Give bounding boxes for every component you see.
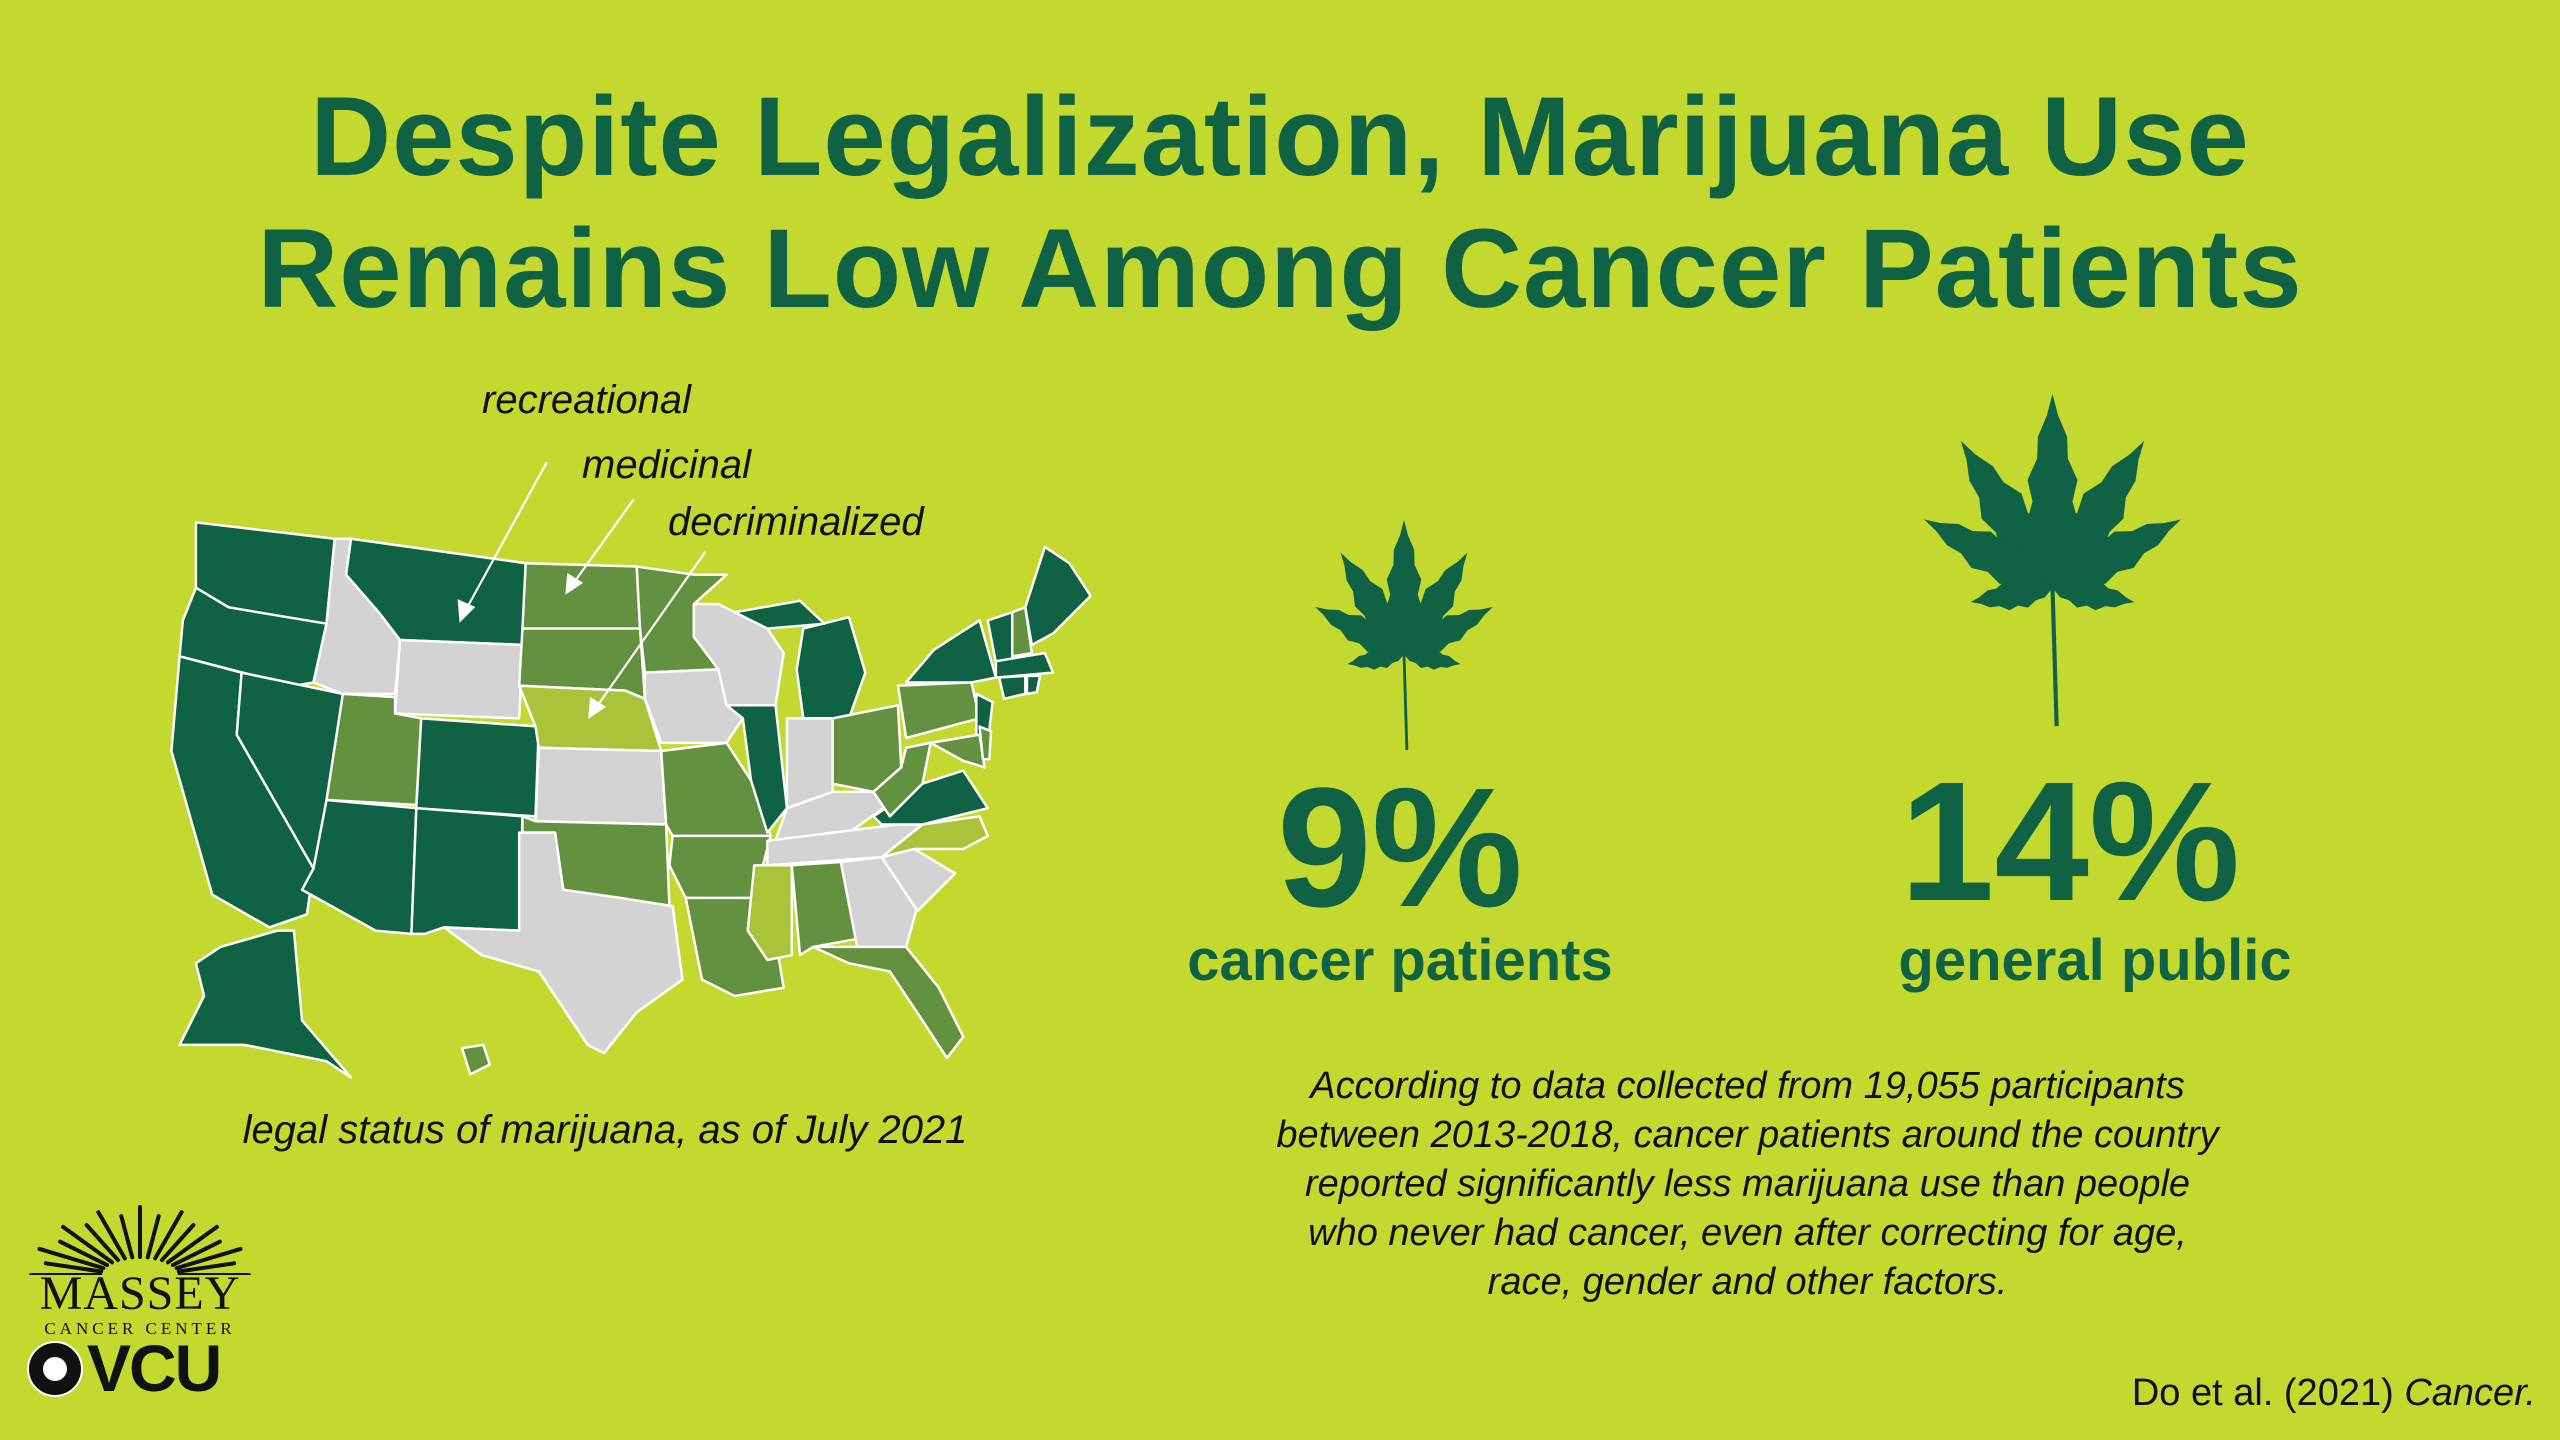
state-ks: [534, 746, 668, 826]
decriminalized-arrow: [593, 551, 707, 711]
logo-vcu: VCU: [87, 1331, 222, 1405]
state-tx: [442, 831, 684, 1055]
state-vt: [986, 611, 1014, 665]
legend-medicinal: medicinal: [582, 443, 751, 487]
sunburst-ray: [153, 1210, 184, 1261]
leaflet: [1347, 647, 1404, 670]
massey-vcu-logo: MASSEY CANCER CENTER VCU: [25, 1205, 255, 1415]
state-al: [790, 860, 859, 957]
sunburst-ray: [119, 1214, 135, 1260]
state-il: [725, 704, 789, 834]
state-ga: [839, 855, 919, 949]
stat-general-public-label: general public: [1898, 928, 2292, 993]
state-wy: [393, 638, 524, 720]
medicinal-arrow: [570, 498, 635, 587]
state-or: [178, 586, 328, 687]
state-me: [1024, 545, 1092, 647]
sunburst-ray: [96, 1210, 127, 1261]
citation-authors: Do et al. (2021): [2131, 1372, 2405, 1414]
logo-cancer-center: CANCER CENTER: [44, 1319, 236, 1338]
medicinal-arrowhead: [565, 572, 584, 595]
stat-general-public-value: 14%: [1899, 747, 2241, 937]
sunburst-ray: [61, 1224, 114, 1265]
leaf-stem: [1402, 654, 1409, 751]
sunburst-ray: [176, 1261, 237, 1274]
state-ne: [517, 684, 663, 753]
sunburst-icon: [29, 1205, 251, 1275]
description-line: race, gender and other factors.: [1487, 1261, 2008, 1303]
cannabis-leaf-icon: [1315, 520, 1493, 751]
leaflet: [1960, 440, 2054, 588]
leaflet: [2052, 577, 2135, 611]
sunburst-ray: [145, 1214, 161, 1260]
state-ms: [746, 864, 794, 962]
state-hi: [460, 1043, 492, 1076]
state-co: [415, 717, 540, 818]
state-nm: [410, 806, 524, 936]
decriminalized-arrowhead: [588, 696, 607, 719]
leaflet: [2051, 440, 2145, 588]
legend-decriminalized: decriminalized: [668, 500, 924, 544]
sunburst-ray: [58, 1239, 110, 1267]
recreational-arrow: [462, 461, 548, 615]
state-md: [929, 733, 986, 769]
state-ma: [994, 651, 1055, 679]
leaflet: [1404, 606, 1493, 656]
cannabis-leaf-icon: [1924, 393, 2181, 727]
citation: Do et al. (2021) Cancer.: [2132, 1372, 2536, 1415]
sunburst-ray: [37, 1246, 106, 1271]
leaflet: [1404, 647, 1461, 670]
state-pa: [896, 681, 981, 740]
state-ct: [997, 674, 1027, 700]
vcu-seal-icon: [27, 1341, 83, 1397]
leaflet: [1924, 519, 2053, 591]
sunburst-ray: [170, 1239, 222, 1267]
stat-cancer-patients-label: cancer patients: [1187, 928, 1613, 993]
leaflet: [1403, 552, 1468, 655]
leaflet: [1315, 606, 1404, 656]
sunburst-ray: [84, 1223, 120, 1263]
leaflet: [1970, 577, 2053, 611]
sunburst-ray: [160, 1223, 196, 1263]
legend-recreational: recreational: [482, 378, 692, 422]
description-line: According to data collected from 19,055 …: [1310, 1065, 2185, 1107]
citation-journal: Cancer.: [2404, 1372, 2536, 1414]
title-line-1: Despite Legalization, Marijuana Use: [310, 74, 2250, 199]
state-mi: [733, 599, 826, 630]
sunburst-ray: [43, 1261, 104, 1274]
leaflet: [1340, 552, 1405, 655]
logo-massey: MASSEY: [39, 1267, 241, 1320]
map-caption: legal status of marijuana, as of July 20…: [242, 1108, 968, 1152]
state-de: [978, 725, 993, 761]
state-ak: [178, 929, 353, 1079]
description-line: reported significantly less marijuana us…: [1304, 1163, 2191, 1205]
title-line-2: Remains Low Among Cancer Patients: [257, 206, 2303, 331]
state-ny: [904, 619, 998, 684]
state-fl: [811, 945, 965, 1060]
sunburst-ray: [174, 1246, 243, 1271]
state-ri: [1025, 674, 1042, 696]
recreational-arrowhead: [457, 599, 476, 623]
state-mi: [795, 615, 867, 720]
study-description: According to data collected from 19,055 …: [1180, 1062, 2315, 1307]
description-line: between 2013-2018, cancer patients aroun…: [1276, 1114, 2219, 1156]
description-line: who never had cancer, even after correct…: [1308, 1212, 2187, 1254]
sunburst-ray: [166, 1224, 219, 1265]
leaf-stem: [2050, 587, 2059, 727]
stat-cancer-patients-value: 9%: [1277, 753, 1523, 943]
leaflet: [2052, 519, 2181, 591]
